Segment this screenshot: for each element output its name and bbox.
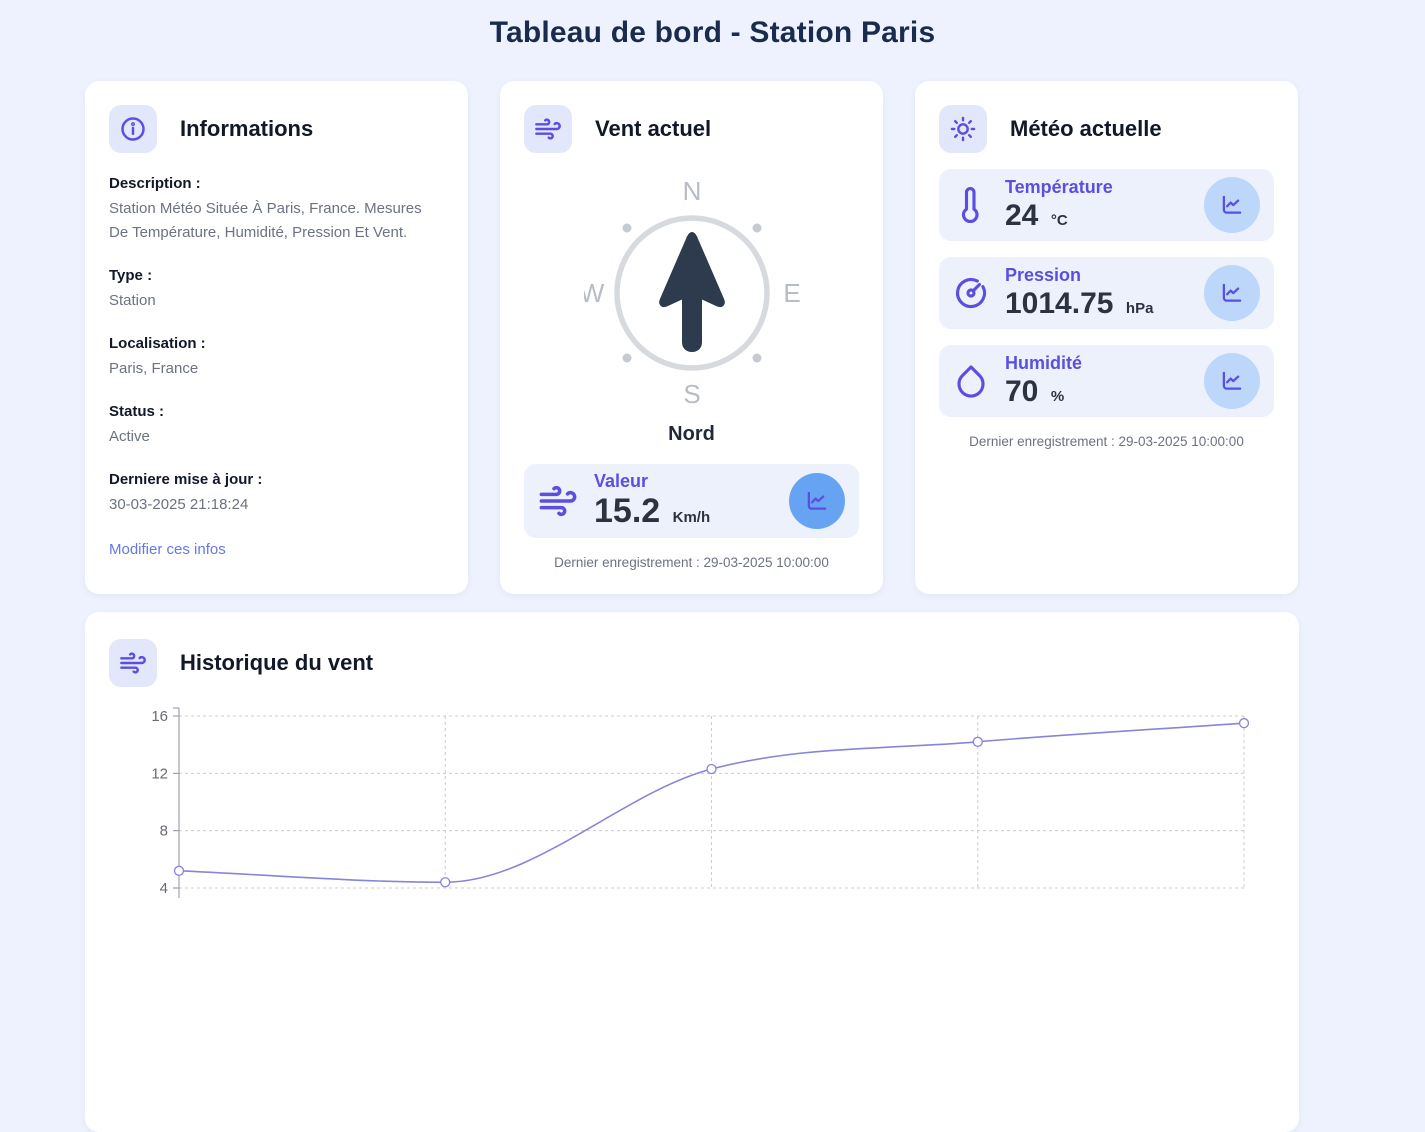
wind-card: Vent actuel N S W E Nord [500, 81, 883, 595]
weather-card-title: Météo actuelle [1010, 116, 1162, 141]
gauge-icon [953, 275, 989, 311]
wind-chart-button[interactable] [789, 473, 845, 530]
wind-value-row: Valeur 15.2 Km/h [524, 464, 859, 539]
wind-direction-label: Nord [668, 423, 715, 445]
compass: N S W E [524, 175, 859, 411]
humidity-label: Humidité [1005, 353, 1083, 374]
temperature-value: 24 [1005, 198, 1039, 232]
wind-unit: Km/h [672, 508, 711, 526]
compass-north-label: N [682, 176, 701, 206]
wind-value: 15.2 [594, 491, 661, 530]
wind-icon [109, 639, 157, 688]
humidity-value: 70 [1005, 374, 1039, 408]
weather-card: Météo actuelle Température 24 °C [915, 81, 1298, 595]
info-icon [109, 105, 157, 153]
wind-card-header: Vent actuel [524, 105, 859, 153]
compass-dot-se [752, 353, 761, 363]
pressure-chart-button[interactable] [1204, 265, 1260, 321]
chart-line-icon [807, 491, 827, 510]
temperature-chart-button[interactable] [1204, 177, 1260, 233]
svg-text:16: 16 [151, 708, 168, 725]
wind-history-card: Historique du vent 4 8 12 16 [85, 612, 1299, 1132]
svg-text:12: 12 [151, 766, 168, 783]
humidity-row: Humidité 70 % [939, 345, 1274, 417]
svg-text:4: 4 [160, 880, 168, 897]
temperature-label: Température [1005, 177, 1113, 198]
wind-value-icon [538, 481, 578, 521]
top-cards-row: Informations Description : Station Météo… [85, 81, 1425, 595]
wind-last-record: Dernier enregistrement : 29-03-2025 10:0… [554, 555, 829, 571]
wind-value-label: Valeur [594, 471, 649, 491]
pressure-label: Pression [1005, 265, 1082, 286]
field-status: Status : Active [109, 403, 165, 445]
pressure-row: Pression 1014.75 hPa [939, 257, 1274, 329]
compass-ring [613, 215, 770, 371]
compass-east-label: E [783, 278, 800, 308]
field-description: Description : Station Météo Située À Par… [109, 175, 422, 241]
temperature-unit: °C [1050, 211, 1068, 229]
pressure-unit: hPa [1125, 299, 1154, 317]
thermometer-icon [953, 187, 989, 223]
page-title: Tableau de bord - Station Paris [489, 16, 936, 49]
weather-last-record: Dernier enregistrement : 29-03-2025 10:0… [969, 434, 1244, 449]
svg-text:8: 8 [160, 823, 168, 840]
compass-west-label: W [584, 278, 605, 308]
wind-history-chart: 4 8 12 16 [151, 707, 1250, 899]
history-card-header: Historique du vent [109, 639, 1275, 688]
temperature-row: Température 24 °C [939, 169, 1274, 241]
compass-south-label: S [683, 379, 700, 409]
informations-card-header: Informations [109, 105, 444, 153]
weather-card-header: Météo actuelle [939, 105, 1274, 153]
compass-dot-sw [622, 353, 631, 363]
compass-dot-ne [752, 223, 761, 233]
history-card-title: Historique du vent [180, 650, 374, 676]
wind-icon [524, 105, 572, 153]
informations-card: Informations Description : Station Météo… [85, 81, 468, 595]
pressure-value: 1014.75 [1005, 286, 1114, 320]
compass-dot-nw [622, 223, 631, 233]
humidity-chart-button[interactable] [1204, 353, 1260, 409]
field-localisation: Localisation : Paris, France [109, 335, 206, 377]
chart-line-icon [1222, 195, 1242, 214]
chart-line-icon [1222, 283, 1242, 302]
field-type: Type : Station [109, 267, 156, 309]
informations-card-title: Informations [180, 116, 314, 141]
compass-needle [658, 232, 725, 352]
edit-infos-link[interactable]: Modifier ces infos [109, 541, 226, 558]
chart-line-icon [1222, 371, 1242, 390]
humidity-unit: % [1050, 387, 1065, 405]
wind-card-title: Vent actuel [595, 116, 712, 141]
droplet-icon [953, 363, 989, 399]
field-last-update: Derniere mise à jour : 30-03-2025 21:18:… [109, 471, 263, 513]
sun-icon [939, 105, 987, 153]
